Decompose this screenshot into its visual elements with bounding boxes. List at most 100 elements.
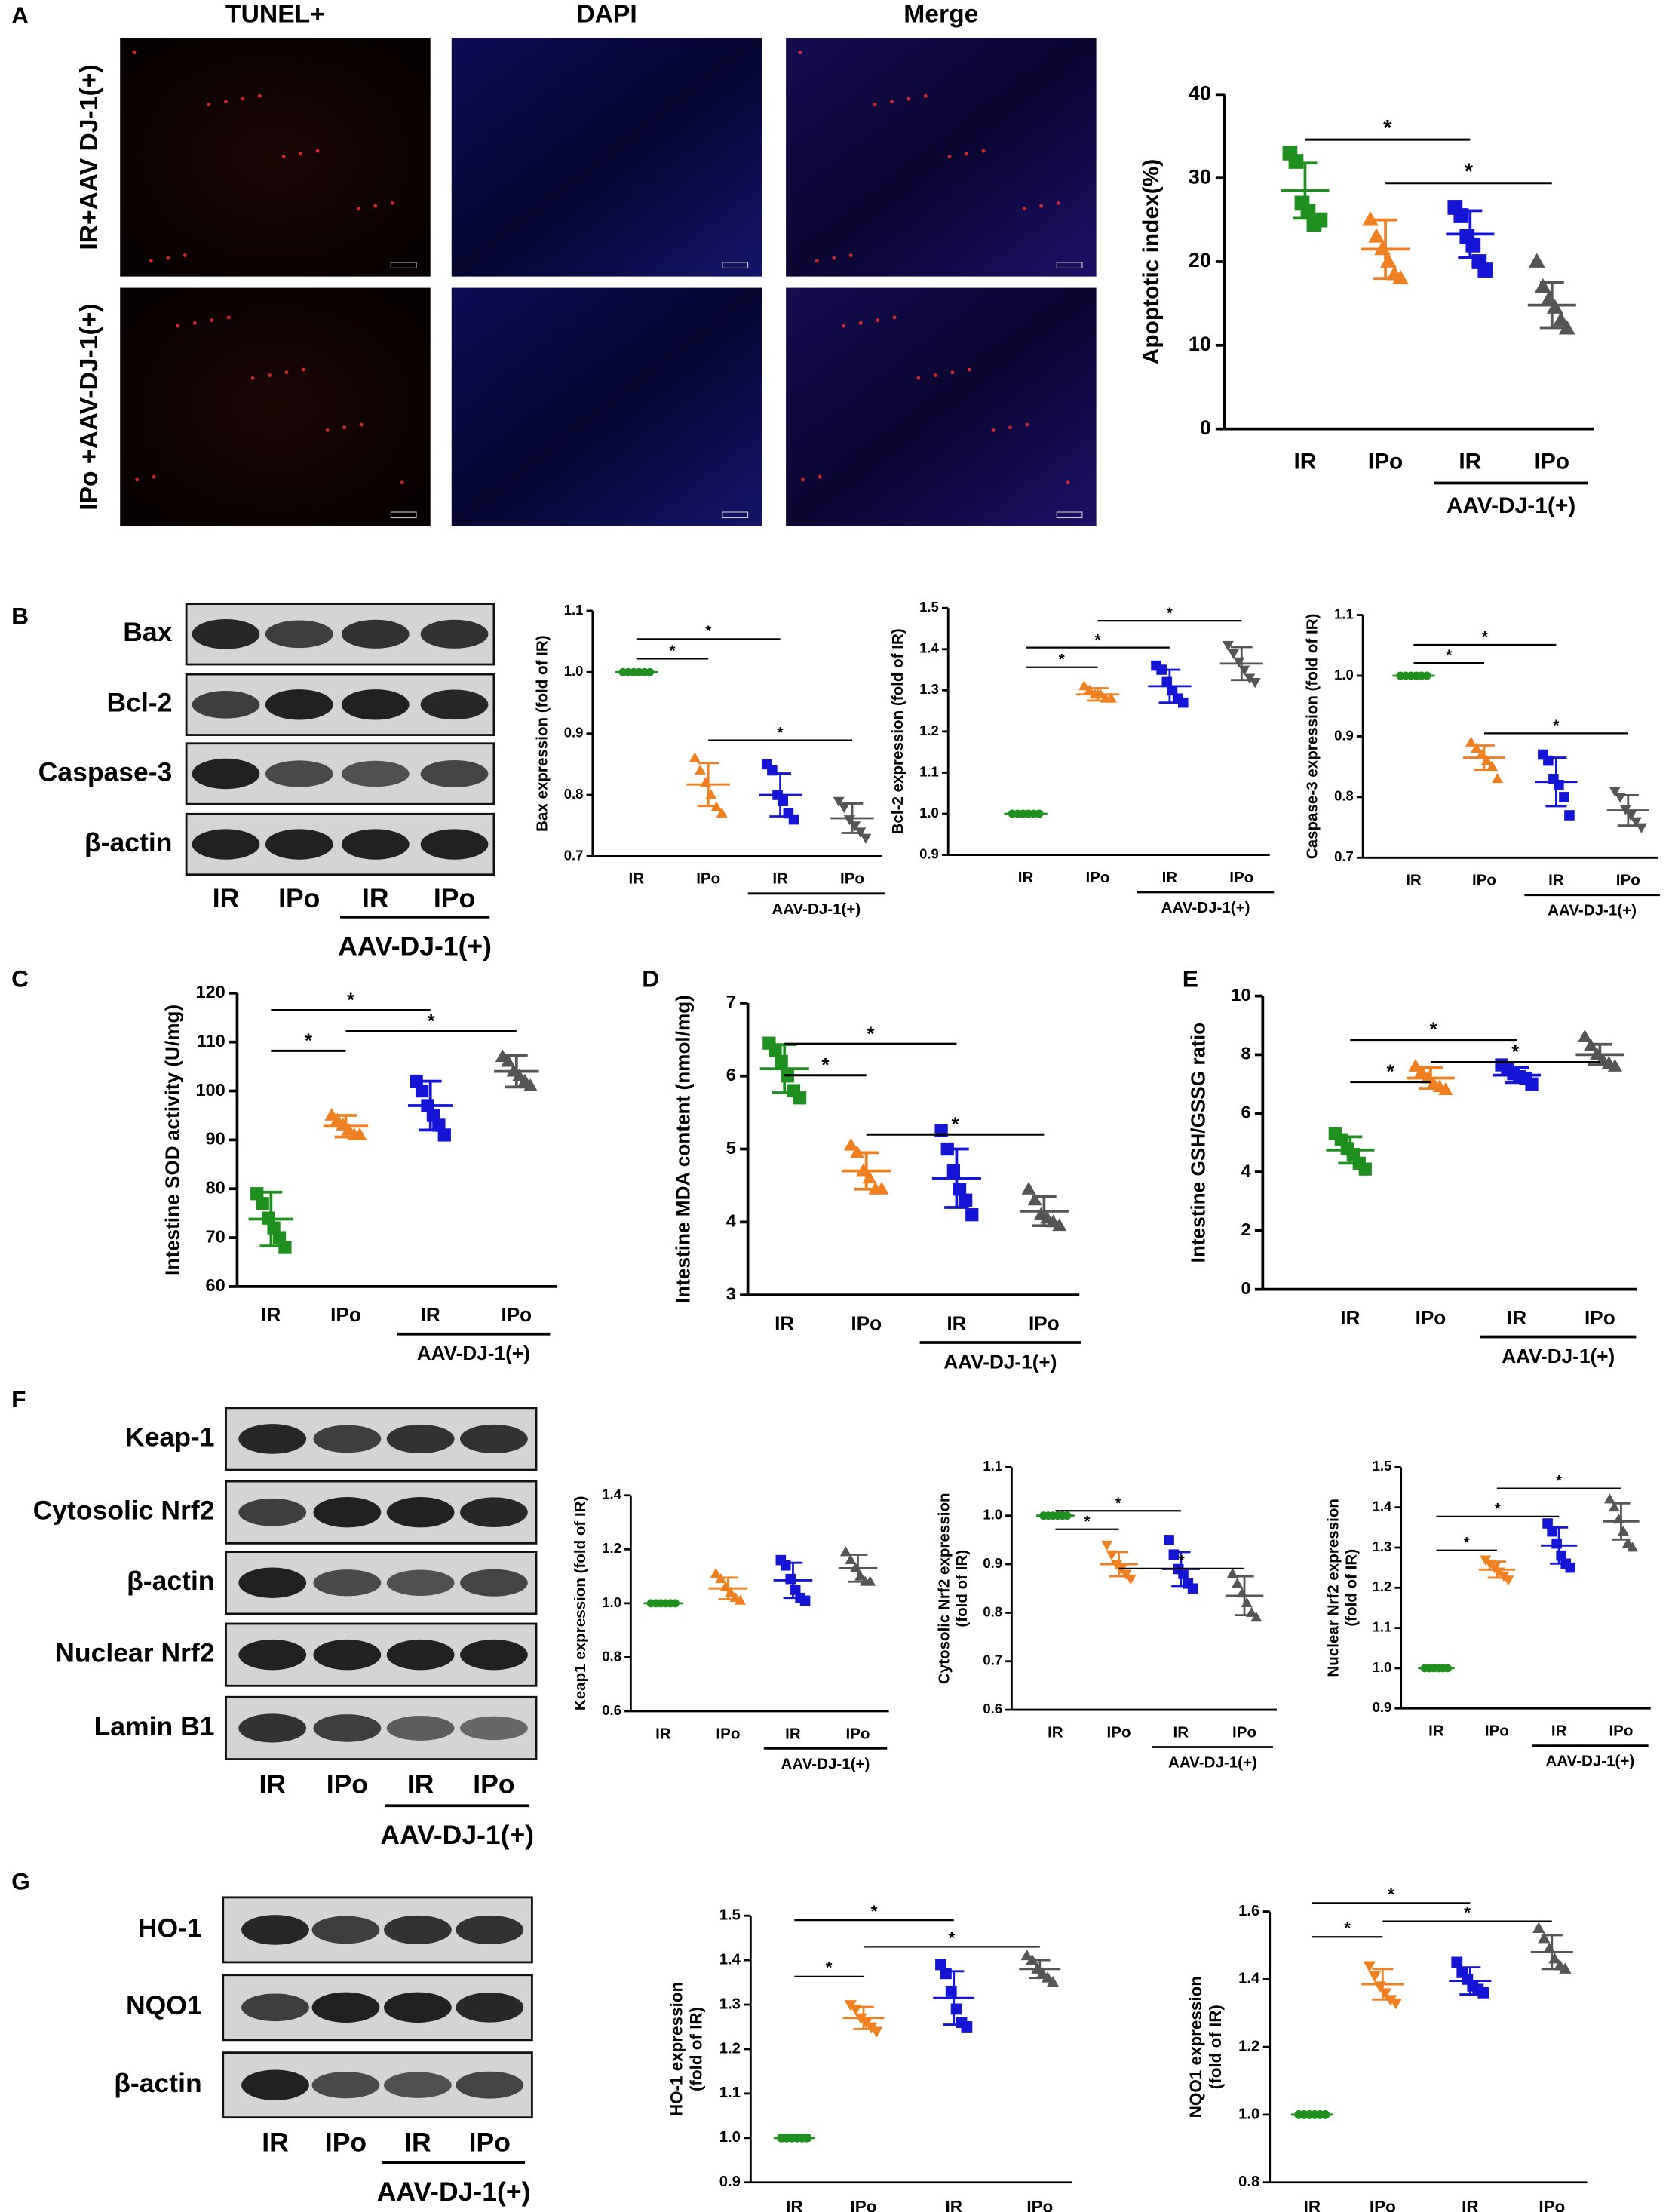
tunel-signal [226,315,231,320]
panel-label: C [11,965,29,992]
blot-band [420,619,489,649]
x-tick-label: IR [1428,1723,1444,1740]
data-point [1244,673,1256,684]
blot-row-label: HO-1 [138,1913,202,1943]
y-tick-label: 4 [726,1211,736,1231]
x-tick-label: IR [1294,449,1317,474]
blot-band [192,618,260,649]
tunel-signal [149,259,153,263]
data-point [793,1091,807,1105]
y-tick-label: 60 [206,1275,225,1295]
blot-band [383,1915,452,1944]
data-point [250,1187,264,1201]
significance-label: * [1115,1494,1121,1511]
data-point [1164,1535,1174,1545]
tunel-signal [876,318,880,323]
y-tick-label: 1.1 [983,1458,1002,1474]
significance-label: * [1387,1060,1395,1083]
data-point [1363,1961,1376,1972]
y-tick-label: 1.0 [719,2129,741,2146]
data-point [1603,1493,1615,1504]
y-axis-label: (fold of IR) [1206,2005,1225,2089]
x-tick-label: IPo [1368,449,1404,474]
x-tick-label: IPo [501,1303,532,1326]
data-point [705,789,717,799]
group-label: AAV-DJ-1(+) [338,931,492,961]
data-point [1477,262,1493,278]
micrograph-row-label: IR+AAV DJ-1(+) [75,64,103,250]
significance-label: * [949,1928,956,1947]
blot-band [238,1567,307,1598]
x-tick-label: IR [1173,1723,1189,1741]
blot-row-label: Bax [123,617,172,647]
tunel-signal [1025,422,1029,427]
tunel-signal [152,474,156,479]
tunel-signal [815,259,819,263]
data-point [1471,742,1482,753]
x-tick-label: IPo [845,1725,870,1742]
significance-label: * [1464,1903,1471,1922]
y-tick-label: 0.7 [564,847,584,863]
data-point [845,1554,857,1565]
data-point [1027,1192,1042,1206]
data-point [272,1231,287,1244]
tunel-signal [798,50,802,54]
blot-band [311,2072,380,2099]
y-tick-label: 0 [1241,1278,1251,1298]
data-point [1565,1562,1576,1573]
micrograph [786,38,1097,277]
blot-band [311,1916,380,1944]
data-point [410,1074,423,1088]
tunel-signal [858,321,863,325]
data-point [1084,684,1096,695]
data-point [1414,1064,1429,1078]
blot-row-label: NQO1 [126,1990,202,2020]
x-tick-label: IR [1162,869,1178,886]
tunel-signal [135,477,140,482]
group-label: AAV-DJ-1(+) [417,1342,530,1364]
blot-band [313,1569,382,1597]
data-point [1486,760,1499,772]
group-label: AAV-DJ-1(+) [377,2177,531,2207]
blot-band [456,2071,524,2099]
y-tick-label: 1.5 [1373,1458,1392,1474]
data-point [1451,1956,1463,1968]
data-point [788,814,799,825]
y-tick-label: 6 [1241,1102,1251,1121]
data-point [860,833,872,844]
tunel-signal [373,204,378,208]
significance-label: * [951,1112,959,1135]
scale-bar [722,262,749,268]
tunel-signal [801,477,805,482]
group-label: AAV-DJ-1(+) [1168,1754,1257,1772]
significance-label: * [871,1902,878,1921]
tunel-signal [873,102,877,106]
data-point [1358,1162,1372,1176]
y-tick-label: 1.4 [919,640,939,656]
lane-label: IR [262,2128,289,2158]
x-tick-label: IPo [1472,872,1496,889]
data-point [432,1118,446,1132]
y-tick-label: 1.2 [719,2040,741,2057]
micrograph [120,38,431,277]
y-tick-label: 7 [726,992,736,1011]
y-tick-label: 1.5 [719,1907,741,1924]
data-point [278,1241,292,1254]
blot-band [386,1497,455,1528]
blot-band [420,689,489,720]
tunel-signal [933,373,937,377]
tunel-signal [1022,207,1026,211]
x-tick-label: IPo [1370,2197,1396,2212]
blot-row-label: Cytosolic Nrf2 [33,1496,215,1526]
y-tick-label: 0.9 [983,1555,1002,1571]
x-tick-label: IPo [1616,872,1640,889]
tunel-signal [842,324,846,328]
panel-label: D [642,965,659,992]
y-tick-label: 100 [195,1080,225,1100]
data-point [785,1573,796,1585]
tunel-signal [950,370,955,375]
data-point [1362,211,1379,226]
blot-band [238,1639,307,1671]
x-tick-label: IR [945,2197,962,2212]
y-tick-label: 0.9 [1373,1699,1392,1715]
